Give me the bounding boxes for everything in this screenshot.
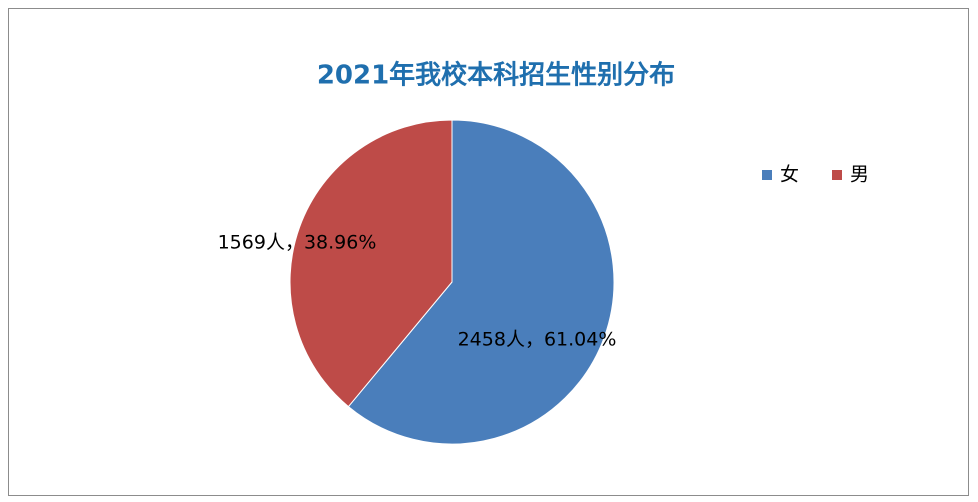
pie-slice (289, 119, 453, 408)
legend-label: 男 (850, 164, 869, 186)
legend-swatch (762, 170, 772, 180)
pie-slice (347, 119, 615, 445)
legend-label: 女 (780, 164, 799, 186)
data-label: 2458人，61.04% (458, 329, 617, 351)
data-label: 1569人，38.96% (218, 232, 377, 254)
chart-title: 2021年我校本科招生性别分布 (317, 60, 675, 91)
legend-swatch (832, 170, 842, 180)
